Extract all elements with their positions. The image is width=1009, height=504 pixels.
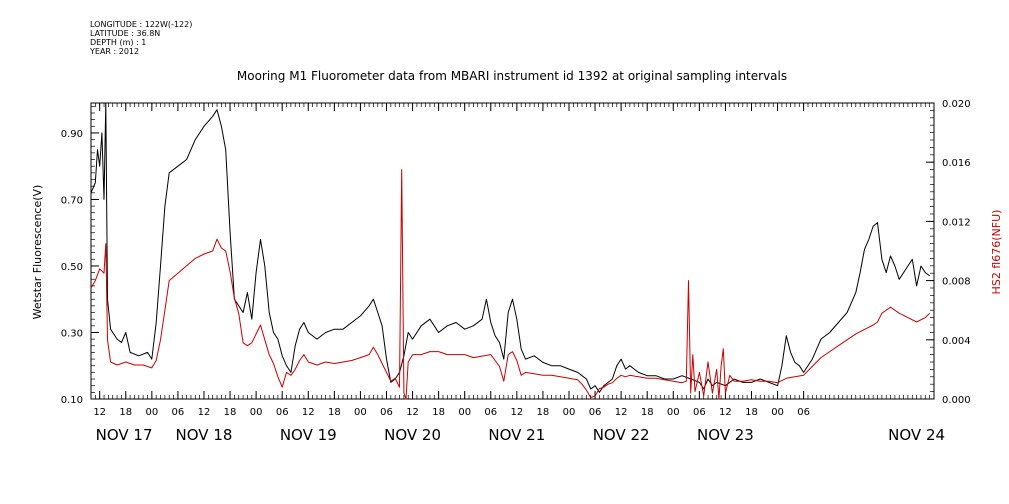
x-tick-label: 06 [380,407,393,418]
x-tick-label: 00 [667,407,680,418]
x-day-label: NOV 17 [96,426,153,444]
depth-text: DEPTH (m) : 1 [90,38,147,47]
y-axis-label: Wetstar Fluorescence(V) [31,185,44,320]
x-tick-label: 06 [589,407,602,418]
location-header: LONGITUDE : 122W(-122) LATITUDE : 36.8N … [90,20,192,56]
x-tick-label: 06 [172,407,185,418]
y-tick-label: 0.90 [61,129,83,140]
x-tick-label: 18 [224,407,237,418]
y-tick-label: 0.50 [61,262,83,273]
x-tick-label: 18 [328,407,341,418]
x-tick-label: 00 [771,407,784,418]
y-tick-label: 0.70 [61,195,83,206]
x-tick-label: 18 [745,407,758,418]
y2-tick-label: 0.012 [942,217,971,228]
y2-tick-label: 0.008 [942,277,971,288]
x-day-label: NOV 24 [888,426,945,444]
x-tick-label: 18 [641,407,654,418]
x-tick-label: 12 [93,407,106,418]
chart-title: Mooring M1 Fluorometer data from MBARI i… [237,69,787,83]
x-tick-label: 00 [354,407,367,418]
y-tick-label: 0.30 [61,328,83,339]
x-tick-label: 06 [276,407,289,418]
x-tick-label: 06 [797,407,810,418]
x-tick-label: 12 [510,407,523,418]
x-day-label: NOV 22 [593,426,650,444]
x-day-label: NOV 19 [280,426,337,444]
x-tick-label: 06 [484,407,497,418]
y2-tick-label: 0.000 [942,395,971,406]
x-tick-label: 18 [432,407,445,418]
y2-tick-label: 0.020 [942,99,971,110]
x-tick-label: 00 [563,407,576,418]
latitude-text: LATITUDE : 36.8N [90,29,161,38]
plot-frame [90,102,935,400]
y-tick-label: 0.10 [61,395,83,406]
x-day-label: NOV 20 [384,426,441,444]
y2-tick-label: 0.004 [942,336,971,347]
x-day-label: NOV 21 [488,426,545,444]
x-tick-label: 00 [145,407,158,418]
year-text: YEAR : 2012 [90,47,140,56]
longitude-text: LONGITUDE : 122W(-122) [90,20,193,29]
x-tick-label: 00 [458,407,471,418]
y2-tick-label: 0.016 [942,158,971,169]
x-tick-label: 12 [719,407,732,418]
x-tick-label: 12 [198,407,211,418]
x-tick-label: 18 [119,407,132,418]
y2-axis-label: HS2 fl676(NFU) [990,210,1003,295]
series-line-hs2 [90,169,931,400]
x-tick-label: 12 [406,407,419,418]
x-tick-label: 06 [693,407,706,418]
x-day-label: NOV 18 [176,426,233,444]
x-tick-label: 18 [537,407,550,418]
x-tick-label: 12 [302,407,315,418]
series-line-wetstar [90,102,931,393]
x-tick-label: 00 [250,407,263,418]
x-day-label: NOV 23 [697,426,754,444]
x-tick-label: 12 [615,407,628,418]
